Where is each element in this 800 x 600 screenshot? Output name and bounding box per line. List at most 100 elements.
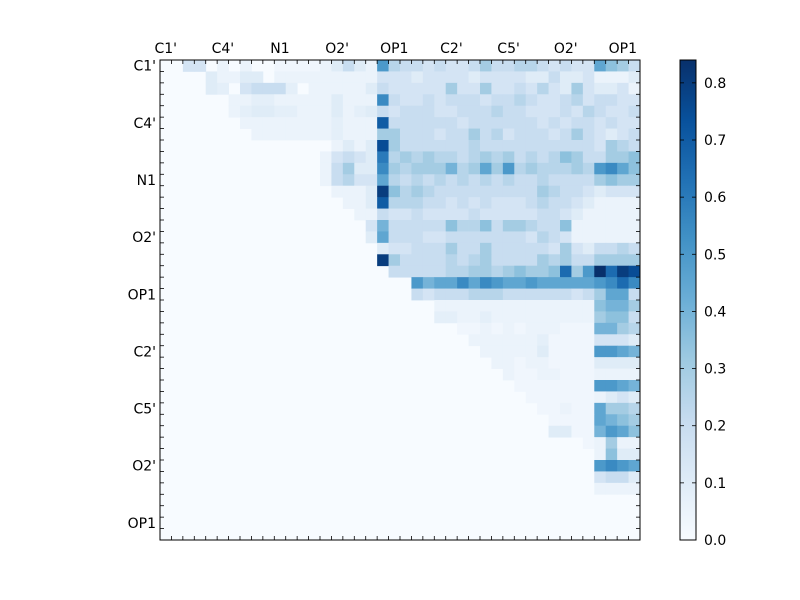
heatmap-cell	[548, 368, 561, 381]
heatmap-cell	[594, 368, 607, 381]
heatmap-cell	[571, 94, 584, 107]
colorbar	[679, 59, 697, 541]
heatmap-cell	[548, 185, 561, 198]
heatmap-cell	[240, 94, 252, 107]
heatmap-cell	[548, 231, 561, 244]
heatmap-cell	[434, 71, 447, 84]
heatmap-cell	[560, 391, 572, 404]
heatmap-cell	[422, 288, 435, 301]
heatmap-cell	[537, 311, 549, 324]
heatmap-cell	[525, 300, 538, 312]
heatmap-cell	[537, 300, 549, 312]
heatmap-cell	[514, 94, 527, 107]
heatmap-cell	[480, 151, 492, 164]
heatmap-cell	[331, 94, 344, 107]
heatmap-cell	[320, 60, 332, 72]
heatmap-cell	[491, 162, 504, 175]
heatmap-cell	[457, 117, 469, 129]
heatmap-cell	[262, 94, 275, 107]
heatmap-cell	[560, 185, 572, 198]
heatmap-cell	[342, 151, 355, 164]
heatmap-cell	[354, 82, 367, 95]
heatmap-cell	[400, 105, 412, 118]
heatmap-cell	[537, 277, 549, 289]
heatmap-cell	[491, 60, 504, 72]
heatmap-cell	[331, 71, 344, 84]
heatmap-cell	[594, 140, 607, 152]
heatmap-cell	[411, 162, 424, 175]
heatmap-cell	[571, 231, 584, 244]
heatmap-cell	[514, 60, 527, 72]
heatmap-cell	[400, 140, 412, 152]
heatmap-cell	[582, 231, 595, 244]
heatmap-cell	[605, 162, 618, 175]
heatmap-cell	[548, 425, 561, 438]
heatmap-cell	[605, 322, 618, 335]
heatmap-cell	[628, 71, 641, 84]
heatmap-cell	[377, 117, 389, 129]
heatmap-cell	[617, 334, 629, 347]
heatmap-cell	[480, 185, 492, 198]
heatmap-cell	[388, 185, 401, 198]
heatmap-cell	[491, 265, 504, 278]
heatmap-cell	[514, 322, 527, 335]
heatmap-cell	[537, 140, 549, 152]
heatmap-cell	[217, 60, 229, 72]
heatmap-cell	[548, 402, 561, 415]
heatmap-cell	[445, 288, 458, 301]
heatmap-cell	[502, 162, 515, 175]
heatmap-cell	[617, 368, 629, 381]
heatmap-cell	[354, 71, 367, 84]
heatmap-cell	[480, 94, 492, 107]
heatmap-cell	[411, 208, 424, 221]
heatmap-cell	[354, 174, 367, 187]
y-tick-label: C5'	[133, 402, 156, 418]
heatmap-cell	[582, 94, 595, 107]
heatmap-cell	[537, 254, 549, 267]
heatmap-cell	[400, 208, 412, 221]
heatmap-cell	[297, 105, 309, 118]
heatmap-cell	[388, 105, 401, 118]
heatmap-cell	[457, 311, 469, 324]
heatmap-cell	[594, 265, 607, 278]
heatmap-cell	[548, 128, 561, 141]
heatmap-cell	[525, 185, 538, 198]
heatmap-cell	[457, 208, 469, 221]
heatmap-cell	[422, 174, 435, 187]
heatmap-cell	[582, 71, 595, 84]
heatmap-cell	[548, 254, 561, 267]
heatmap-cell	[491, 151, 504, 164]
heatmap-cell	[251, 105, 264, 118]
x-tick-label: C5'	[497, 41, 520, 57]
heatmap-cell	[434, 220, 447, 232]
heatmap-cell	[377, 208, 389, 221]
colorbar-tick-label: 0.3	[704, 362, 726, 378]
heatmap-cell	[468, 208, 481, 221]
heatmap-cell	[240, 82, 252, 95]
heatmap-cell	[285, 71, 298, 84]
heatmap-cell	[445, 185, 458, 198]
heatmap-cell	[582, 437, 595, 449]
heatmap-cell	[365, 220, 378, 232]
heatmap-cell	[445, 197, 458, 209]
heatmap-cell	[605, 208, 618, 221]
heatmap-cell	[422, 242, 435, 255]
heatmap-cell	[605, 437, 618, 449]
heatmap-cell	[548, 311, 561, 324]
heatmap-cell	[468, 334, 481, 347]
heatmap-cell	[285, 128, 298, 141]
heatmap-cell	[514, 140, 527, 152]
heatmap-cell	[514, 162, 527, 175]
heatmap-cell	[560, 345, 572, 358]
heatmap-cell	[582, 117, 595, 129]
heatmap-cell	[377, 185, 389, 198]
heatmap-cell	[617, 402, 629, 415]
heatmap-cell	[582, 220, 595, 232]
heatmap-cell	[548, 208, 561, 221]
heatmap-cell	[560, 231, 572, 244]
heatmap-cell	[434, 60, 447, 72]
heatmap-cell	[400, 254, 412, 267]
heatmap-cell	[468, 151, 481, 164]
heatmap-cell	[571, 174, 584, 187]
heatmap-cell	[502, 265, 515, 278]
